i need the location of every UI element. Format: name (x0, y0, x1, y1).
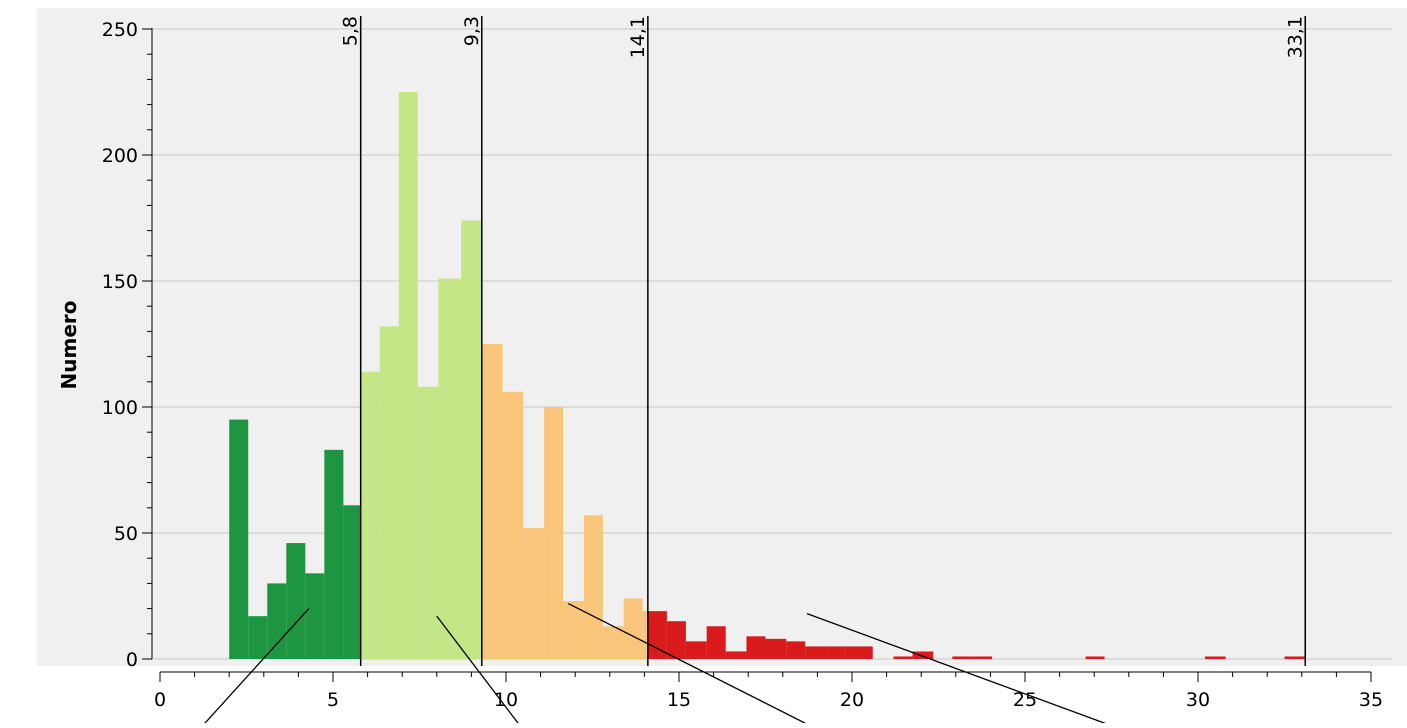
histogram-bar (1085, 656, 1105, 659)
histogram-bar (286, 543, 306, 659)
class-break-label: 14,1 (627, 16, 649, 58)
x-axis: 0 5 10 15 20 25 30 35 (154, 671, 1383, 711)
histogram-bar (973, 656, 993, 659)
histogram-bar (746, 636, 766, 659)
y-tick-label: 100 (102, 397, 138, 419)
annotation-leaders (199, 602, 1120, 728)
histogram-bar (952, 656, 974, 659)
histogram-bar (642, 611, 648, 659)
histogram-bar (1284, 656, 1306, 659)
histogram-bar (360, 371, 380, 659)
histogram-bar (324, 449, 344, 659)
histogram-bar (248, 616, 268, 659)
histogram-bar (267, 583, 287, 659)
y-tick-label: 50 (114, 523, 138, 545)
histogram-bar (481, 344, 503, 659)
histogram-bar (502, 391, 524, 659)
histogram-bar (544, 407, 564, 659)
histogram-bar (417, 386, 439, 659)
class-break-label: 5,8 (340, 16, 362, 46)
y-axis-title: Numero (57, 301, 81, 390)
y-tick-label: 150 (102, 271, 138, 293)
x-tick-label: 35 (1359, 689, 1383, 711)
x-tick-label: 0 (154, 689, 166, 711)
histogram-bar (523, 527, 545, 659)
histogram-bar (438, 278, 462, 659)
annotation-leader-line (436, 615, 523, 728)
histogram-bar (805, 646, 827, 659)
histogram-bar (786, 641, 806, 659)
histogram-bar (666, 621, 686, 659)
histogram-bar (706, 626, 726, 659)
x-tick-label: 20 (840, 689, 864, 711)
histogram-bar (912, 651, 934, 659)
annotation-leader-line (567, 602, 817, 728)
y-tick-label: 250 (102, 19, 138, 41)
histogram-bar (398, 92, 418, 659)
histogram-bar (623, 598, 643, 659)
histogram-bar (379, 326, 399, 659)
x-tick-label: 5 (327, 689, 339, 711)
class-break-lines: 5,8 9,3 14,1 33,1 (340, 16, 1306, 666)
class-break-label: 33,1 (1284, 16, 1306, 58)
histogram-bar (685, 641, 707, 659)
histogram-bar (583, 515, 603, 659)
histogram-bar (725, 651, 747, 659)
histogram-bar (229, 419, 249, 659)
histogram-bar (845, 646, 873, 659)
histogram-bar (765, 638, 787, 659)
plot-background (37, 8, 1407, 666)
y-tick-label: 0 (126, 649, 138, 671)
histogram-bar (305, 573, 325, 659)
histogram-bar (563, 601, 584, 659)
class-break-label: 9,3 (461, 16, 483, 46)
x-tick-label: 30 (1186, 689, 1210, 711)
x-tick-label: 25 (1013, 689, 1037, 711)
histogram-bar (893, 656, 913, 659)
histogram-bars (229, 92, 1306, 659)
histogram-bar (343, 505, 361, 659)
histogram-bar (826, 646, 846, 659)
x-tick-label: 15 (667, 689, 691, 711)
histogram-bar (602, 626, 624, 659)
x-tick-label: 10 (494, 689, 518, 711)
histogram-bar (461, 220, 482, 659)
y-tick-label: 200 (102, 145, 138, 167)
y-axis: 0 50 100 150 200 250 (102, 19, 153, 671)
annotation-leader-line (199, 608, 310, 728)
histogram-bar (647, 611, 667, 659)
histogram-bar (1204, 656, 1226, 659)
annotation-leader-line (806, 613, 1120, 728)
